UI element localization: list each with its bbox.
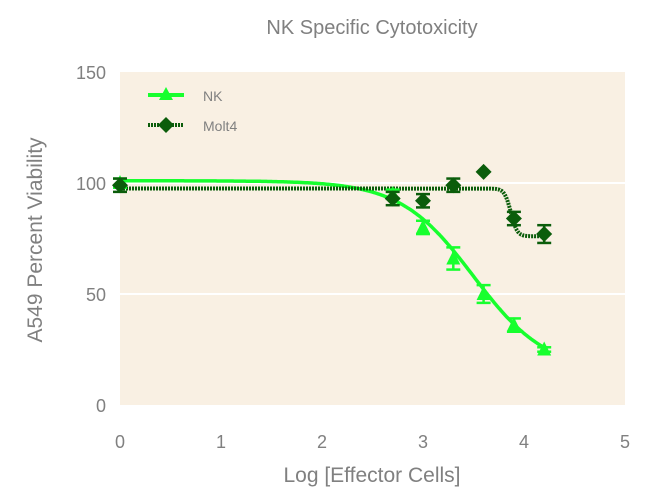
y-tick-label: 150 (76, 63, 106, 83)
y-tick-label: 0 (96, 396, 106, 416)
legend-molt4-marker (158, 117, 174, 133)
x-tick-label: 5 (620, 432, 630, 452)
chart-title: NK Specific Cytotoxicity (266, 17, 477, 39)
data-point-molt4 (536, 226, 553, 243)
data-point-molt4 (112, 177, 128, 194)
data-point-nk (537, 341, 552, 356)
x-tick-label: 4 (519, 432, 529, 452)
data-point-nk (416, 219, 430, 234)
x-tick-label: 3 (418, 432, 428, 452)
y-tick-label: 50 (86, 285, 106, 305)
fit-curve-nk (120, 179, 546, 350)
data-point-molt4 (415, 192, 431, 209)
x-tick-label: 0 (115, 432, 125, 452)
legend-nk-label: NK (203, 88, 223, 104)
y-axis-label: A549 Percent Viability (24, 137, 47, 343)
y-tick-label: 100 (76, 174, 106, 194)
legend: NK Molt4 (148, 87, 237, 134)
data-point-molt4 (475, 163, 492, 180)
data-point-molt4 (445, 177, 462, 194)
legend-molt4-label: Molt4 (203, 118, 237, 134)
x-tick-label: 2 (317, 432, 327, 452)
data-point-molt4 (384, 190, 401, 207)
x-axis-label: Log [Effector Cells] (283, 464, 460, 487)
data-point-nk (506, 317, 521, 332)
legend-nk-marker (159, 87, 173, 100)
fit-curve-molt4 (120, 186, 545, 239)
data-point-nk (476, 286, 491, 300)
x-tick-label: 1 (216, 432, 226, 452)
gridlines (120, 182, 625, 295)
data-point-molt4 (505, 210, 522, 227)
data-point-nk (446, 250, 461, 265)
